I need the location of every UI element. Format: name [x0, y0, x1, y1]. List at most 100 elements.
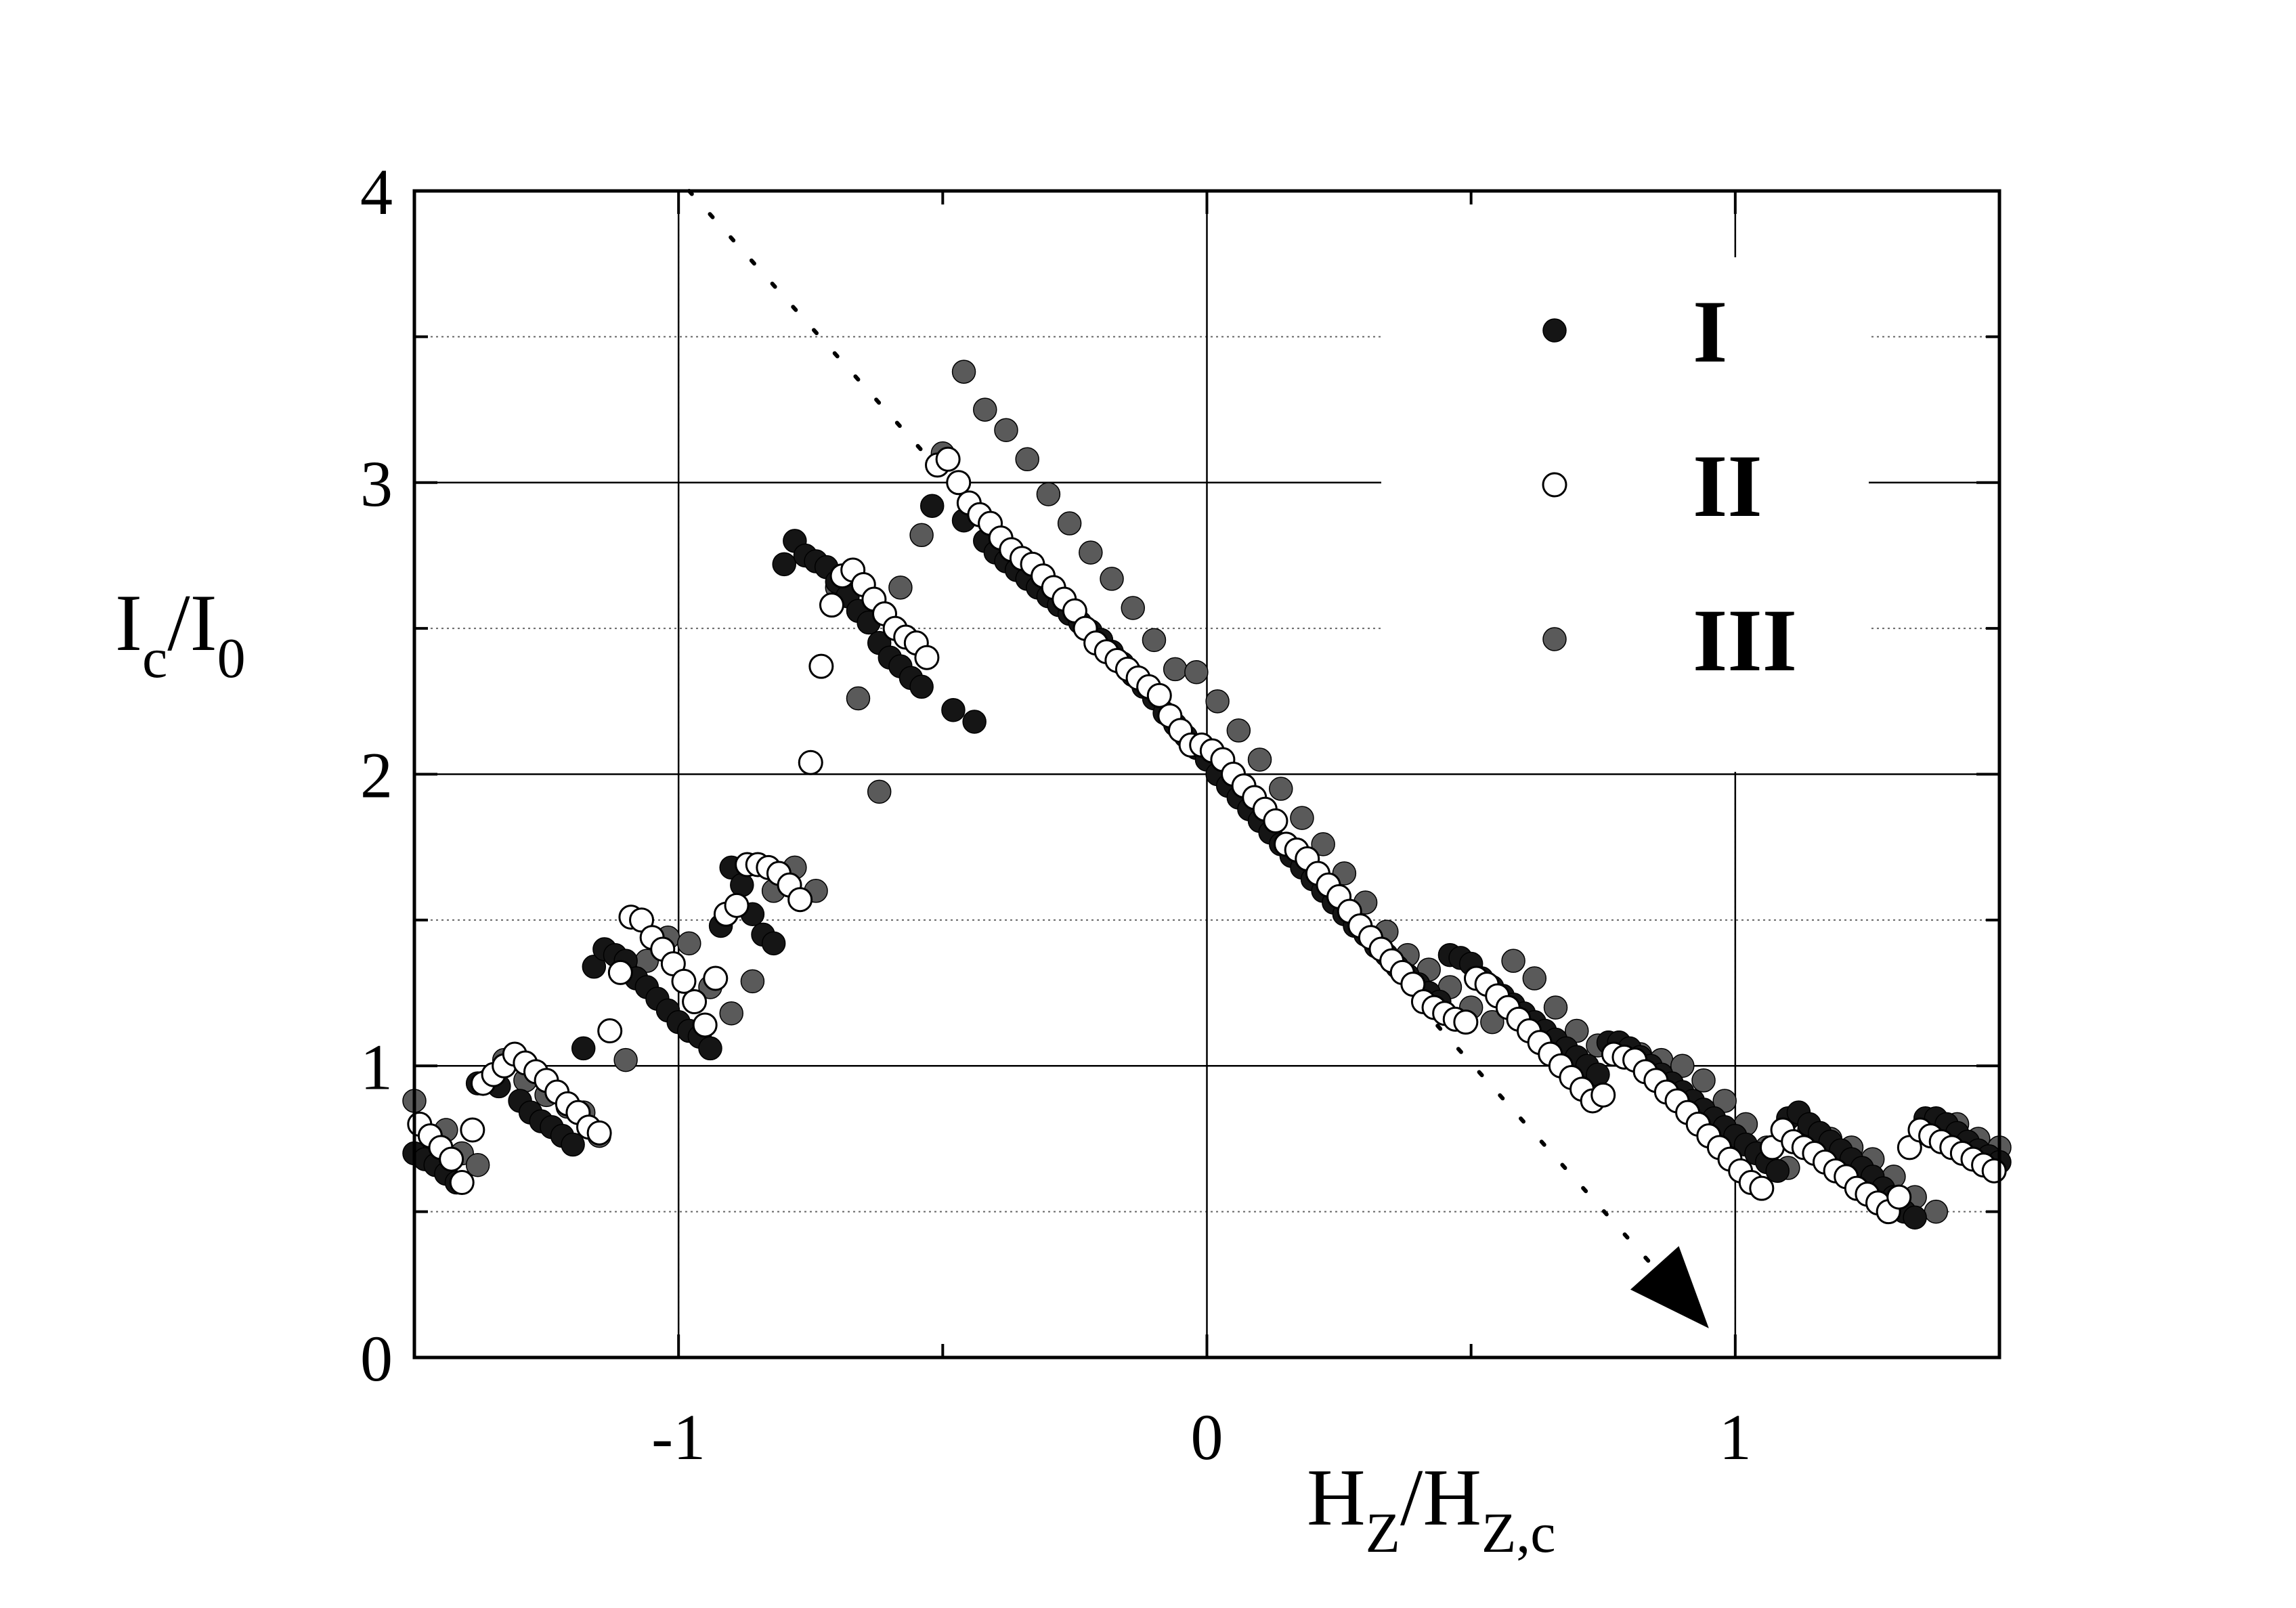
legend-background — [1381, 257, 1869, 772]
data-point-series-III — [1057, 511, 1082, 536]
data-point-series-II — [808, 653, 834, 679]
data-point-series-I — [941, 697, 966, 722]
data-point-series-III — [1670, 1053, 1695, 1078]
data-point-series-III — [1501, 949, 1525, 973]
data-point-series-I — [919, 494, 945, 518]
data-point-series-III — [1522, 966, 1547, 991]
x-tick-label: 1 — [1719, 1401, 1752, 1473]
data-point-series-III — [1311, 832, 1335, 856]
legend-marker-III — [1542, 627, 1567, 651]
data-point-series-III — [1205, 689, 1230, 714]
data-point-series-II — [935, 446, 961, 472]
data-point-series-III — [1564, 1018, 1589, 1043]
data-point-series-III — [1268, 777, 1293, 801]
data-point-series-II — [682, 988, 708, 1014]
trend-arrow — [687, 189, 1709, 1328]
y-tick-label: 4 — [360, 156, 393, 228]
y-axis-title-main: I — [115, 578, 142, 668]
x-tick-label: -1 — [651, 1401, 706, 1473]
data-point-series-III — [909, 523, 934, 548]
data-point-series-III — [1480, 1009, 1504, 1035]
data-point-series-III — [719, 1001, 743, 1026]
data-point-series-III — [867, 779, 892, 804]
data-point-series-I — [698, 1036, 722, 1061]
data-point-series-II — [597, 1018, 623, 1044]
data-point-series-II — [1263, 808, 1288, 833]
data-point-series-III — [1079, 540, 1103, 565]
data-point-series-II — [787, 887, 813, 913]
legend-marker-I — [1542, 318, 1567, 343]
data-point-series-II — [798, 749, 823, 775]
data-point-series-III — [1543, 995, 1568, 1020]
y-axis-title: Ic/I0 — [115, 578, 246, 690]
y-tick-label: 2 — [360, 739, 393, 812]
data-point-series-III — [1184, 659, 1209, 685]
y-axis-title-sep: / — [167, 578, 190, 668]
data-points — [402, 360, 2012, 1230]
y-axis-title-sub: c — [142, 627, 167, 690]
data-point-series-II — [914, 645, 940, 670]
data-point-series-III — [1247, 747, 1272, 772]
data-point-series-II — [607, 959, 633, 985]
legend-marker-II — [1542, 472, 1567, 498]
x-axis-title-sep: / — [1400, 1452, 1423, 1542]
data-point-series-III — [1121, 596, 1146, 620]
x-axis-title-sub: Z — [1366, 1502, 1400, 1565]
data-point-series-I — [1765, 1158, 1790, 1183]
data-point-series-II — [946, 470, 972, 496]
x-tick-label: 0 — [1191, 1401, 1223, 1473]
data-point-series-I — [1903, 1205, 1927, 1230]
data-point-series-I — [561, 1132, 585, 1157]
data-point-series-III — [994, 418, 1018, 442]
data-point-series-II — [819, 592, 844, 618]
y-tick-label: 3 — [360, 448, 393, 520]
data-point-series-II — [1749, 1175, 1775, 1201]
data-point-series-III — [846, 686, 871, 711]
data-point-series-II — [439, 1146, 464, 1172]
x-axis-title-main2: H — [1423, 1452, 1481, 1542]
data-point-series-II — [1453, 1009, 1479, 1035]
y-axis-title-sub2: 0 — [217, 627, 246, 690]
y-tick-label: 0 — [360, 1322, 393, 1395]
data-point-series-II — [586, 1120, 612, 1146]
y-tick-label: 1 — [360, 1030, 393, 1103]
data-point-series-II — [671, 968, 697, 994]
data-point-series-II — [460, 1117, 485, 1143]
data-point-series-III — [677, 931, 701, 956]
data-point-series-I — [571, 1036, 596, 1061]
data-point-series-III — [1712, 1089, 1737, 1113]
data-point-series-III — [465, 1152, 490, 1177]
x-axis-title-main: H — [1307, 1452, 1366, 1542]
legend-label-I: I — [1693, 282, 1727, 381]
data-point-series-III — [740, 969, 765, 994]
data-point-series-II — [1981, 1158, 2007, 1183]
data-point-series-III — [1015, 447, 1039, 472]
data-point-series-I — [730, 873, 754, 897]
data-point-series-III — [973, 397, 997, 422]
data-point-series-III — [1142, 628, 1167, 653]
axis-ticks: -1 0 1 0 1 2 3 4 — [360, 156, 2001, 1473]
data-point-series-II — [1146, 682, 1172, 708]
data-point-series-II — [1590, 1082, 1616, 1108]
data-point-series-III — [1036, 482, 1061, 506]
data-point-series-III — [951, 360, 976, 384]
data-point-series-II — [703, 965, 729, 991]
data-point-series-II — [449, 1170, 475, 1196]
data-point-series-I — [582, 955, 607, 979]
legend-label-II: II — [1693, 436, 1762, 536]
data-point-series-I — [772, 552, 796, 577]
data-point-series-III — [1226, 718, 1251, 743]
legend-label-III: III — [1693, 590, 1797, 690]
data-point-series-III — [1163, 657, 1188, 682]
data-point-series-III — [613, 1047, 638, 1072]
data-point-series-II — [1886, 1184, 1912, 1210]
data-point-series-I — [909, 674, 934, 699]
data-point-series-I — [962, 710, 987, 734]
grid — [414, 191, 1999, 1357]
trend-arrow-head — [1630, 1246, 1709, 1328]
data-point-series-III — [1290, 806, 1314, 830]
x-axis-title: HZ/HZ,c — [1307, 1452, 1556, 1565]
y-axis-title-main2: I — [190, 578, 217, 668]
